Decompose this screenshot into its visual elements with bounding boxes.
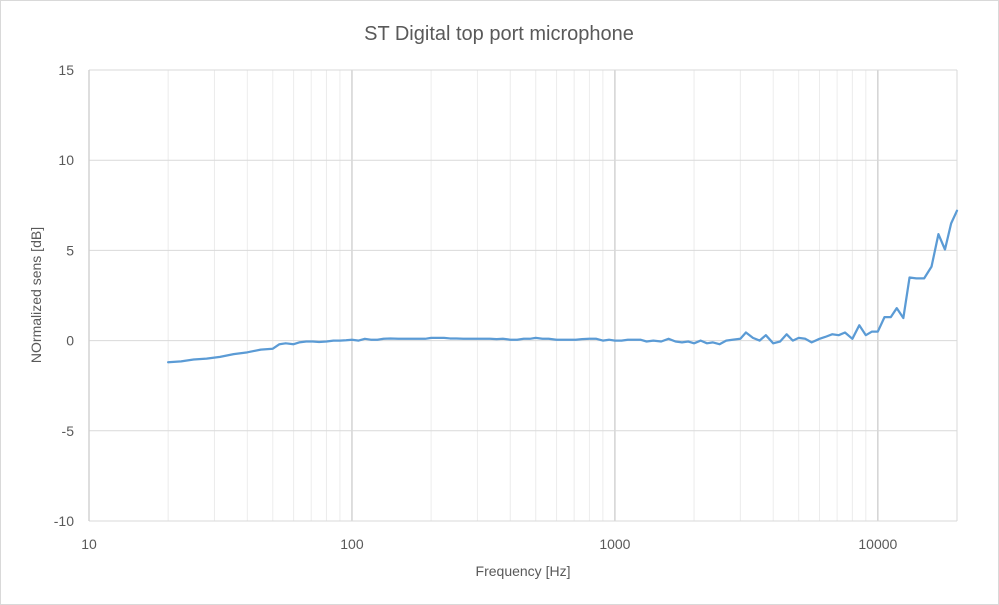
x-axis-tick-labels: 10 100 1000 10000 xyxy=(81,536,897,552)
y-tick-label: 5 xyxy=(66,242,74,258)
chart-title: ST Digital top port microphone xyxy=(364,23,634,45)
y-axis-label: NOrmalized sens [dB] xyxy=(28,227,44,363)
x-tick-label: 10 xyxy=(81,536,97,552)
x-tick-label: 1000 xyxy=(599,536,630,552)
series-line xyxy=(167,209,959,364)
y-tick-label: -10 xyxy=(54,513,74,529)
x-tick-label: 100 xyxy=(340,536,364,552)
y-tick-label: 15 xyxy=(58,62,74,78)
y-tick-label: -5 xyxy=(62,423,75,439)
y-axis-tick-labels: -10 -5 0 5 10 15 xyxy=(54,62,74,529)
minor-gridlines xyxy=(167,70,867,521)
series-layer xyxy=(167,209,959,364)
y-tick-label: 0 xyxy=(66,333,74,349)
x-axis-label: Frequency [Hz] xyxy=(476,563,571,579)
major-gridlines xyxy=(88,69,958,522)
y-tick-label: 10 xyxy=(58,152,74,168)
x-tick-label: 10000 xyxy=(858,536,897,552)
